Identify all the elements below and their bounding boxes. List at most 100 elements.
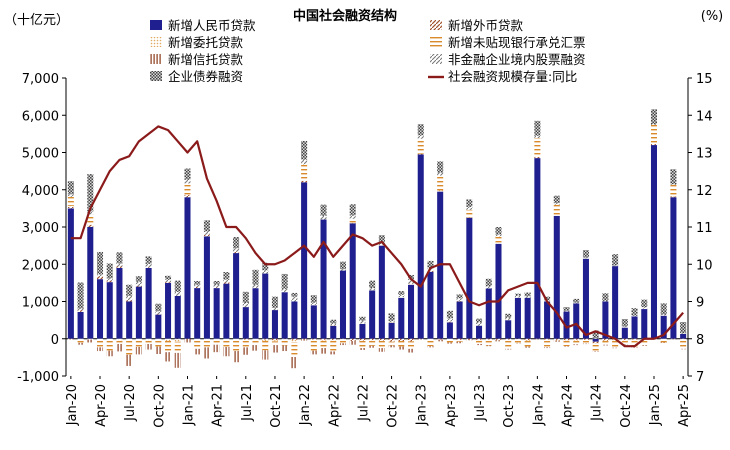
bar-segment: [349, 340, 356, 345]
bar-segment: [145, 263, 152, 268]
bar-segment: [271, 310, 278, 339]
left-tick-label: -1,000: [17, 370, 59, 385]
bar-segment: [456, 301, 463, 339]
bar-segment: [680, 333, 687, 334]
bar-segment: [641, 308, 648, 310]
bar-segment: [476, 339, 483, 341]
bar-segment: [476, 325, 483, 339]
x-tick-label: Oct-22: [386, 384, 401, 428]
bar-segment: [223, 339, 230, 347]
bar-segment: [612, 265, 619, 267]
bar-segment: [485, 345, 492, 347]
bar-segment: [184, 194, 191, 198]
bar-segment: [398, 297, 405, 339]
bar-segment: [456, 294, 463, 299]
bar-segment: [330, 338, 337, 341]
bar-segment: [145, 256, 152, 264]
bar-segment: [213, 338, 220, 340]
bar-segment: [320, 338, 327, 340]
bar-segment: [378, 340, 385, 349]
bar-segment: [97, 276, 104, 280]
bar-segment: [67, 206, 74, 209]
bar-segment: [466, 217, 473, 339]
left-axis-unit: （十亿元）: [4, 13, 69, 28]
bar-segment: [485, 286, 492, 289]
bar-segment: [621, 327, 628, 328]
bar-segment: [291, 301, 298, 339]
bar-segment: [650, 124, 657, 125]
bar-segment: [621, 343, 628, 345]
bar-segment: [106, 339, 113, 351]
bar-segment: [514, 342, 521, 344]
bar-segment: [612, 266, 619, 339]
bar-segment: [388, 320, 395, 323]
bar-segment: [291, 296, 298, 302]
bar-segment: [320, 204, 327, 216]
bar-segment: [359, 340, 366, 349]
bar-segment: [194, 286, 201, 289]
bar-segment: [301, 180, 308, 183]
bar-segment: [378, 244, 385, 246]
legend-swatch: [150, 54, 162, 64]
bar-segment: [126, 354, 133, 366]
bar-segment: [301, 180, 308, 181]
right-tick-label: 13: [696, 147, 713, 162]
bar-segment: [573, 338, 580, 340]
bar-segment: [310, 304, 317, 306]
bar-segment: [349, 215, 356, 219]
bar-segment: [359, 320, 366, 324]
bar-segment: [466, 199, 473, 207]
bar-segment: [680, 321, 687, 334]
bar-segment: [602, 338, 609, 341]
bar-segment: [582, 258, 589, 339]
bar-segment: [330, 351, 337, 355]
bar-segment: [602, 300, 609, 302]
bar-segment: [310, 295, 317, 303]
bar-segment: [602, 340, 609, 345]
bar-segment: [233, 237, 240, 249]
bar-segment: [573, 298, 580, 303]
bar-segment: [106, 263, 113, 279]
bar-segment: [485, 338, 492, 340]
bar-segment: [631, 316, 638, 339]
bar-segment: [417, 338, 424, 340]
bar-segment: [233, 339, 240, 352]
bar-segment: [145, 267, 152, 268]
bar-segment: [398, 291, 405, 295]
bar-segment: [281, 339, 288, 340]
bar-segment: [495, 340, 502, 342]
chart-title: 中国社会融资结构: [293, 8, 397, 24]
bar-segment: [660, 303, 667, 315]
bar-segment: [514, 339, 521, 343]
bar-segment: [310, 302, 317, 305]
bar-segment: [592, 341, 599, 344]
bar-segment: [369, 288, 376, 290]
bar-segment: [505, 348, 512, 350]
bar-segment: [262, 339, 269, 341]
bar-segment: [485, 339, 492, 346]
x-tick-label: Jan-22: [298, 384, 313, 426]
bar-segment: [592, 338, 599, 339]
bar-segment: [621, 319, 628, 327]
bar-segment: [97, 279, 104, 339]
bar-segment: [165, 282, 172, 283]
bar-segment: [262, 338, 269, 340]
bar-segment: [330, 325, 337, 326]
left-tick-label: 6,000: [22, 109, 59, 124]
right-tick-label: 12: [696, 184, 713, 199]
bar-segment: [271, 340, 278, 342]
right-tick-label: 8: [696, 333, 704, 348]
bar-segment: [97, 338, 104, 340]
bar-segment: [660, 314, 667, 316]
bar-segment: [359, 348, 366, 350]
bar-segment: [680, 348, 687, 350]
bar-segment: [213, 287, 220, 289]
bar-segment: [320, 219, 327, 339]
bar-segment: [271, 341, 278, 346]
left-tick-label: 1,000: [22, 296, 59, 311]
bar-segment: [223, 279, 230, 283]
bar-segment: [631, 339, 638, 340]
bar-segment: [650, 145, 657, 339]
bar-segment: [135, 286, 142, 339]
bar-segment: [612, 340, 619, 348]
